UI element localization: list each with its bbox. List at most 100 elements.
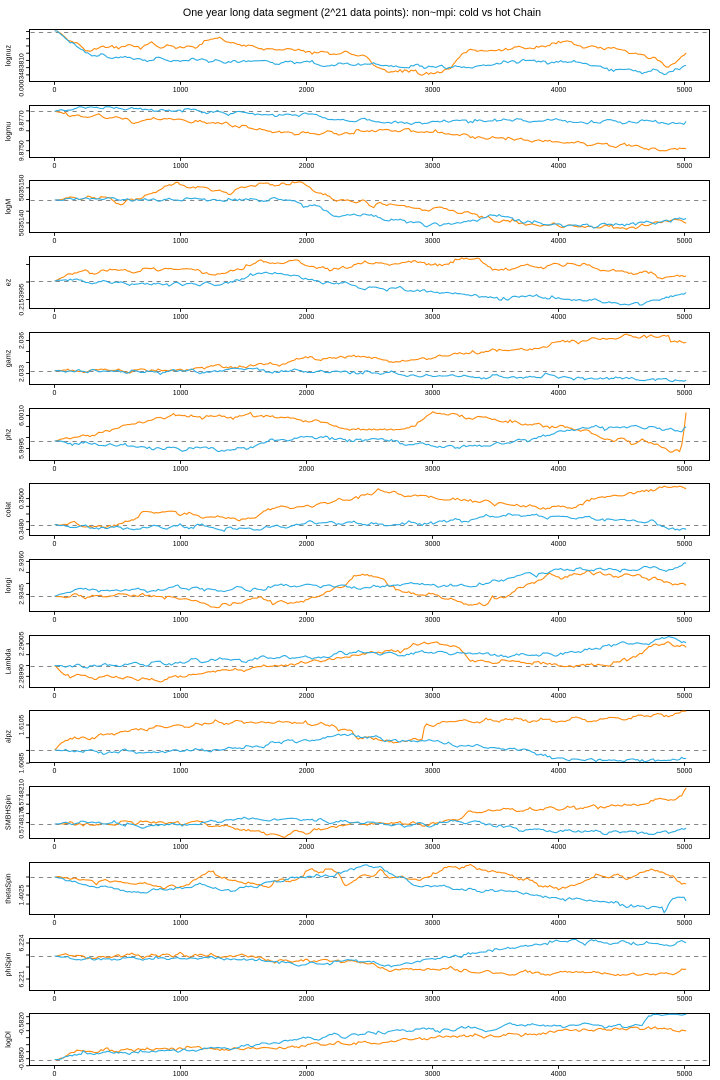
svg-text:3000: 3000: [425, 390, 441, 397]
svg-text:2000: 2000: [299, 768, 315, 775]
svg-text:3000: 3000: [425, 844, 441, 851]
svg-text:logM: logM: [4, 199, 13, 215]
svg-text:2000: 2000: [299, 163, 315, 170]
svg-text:0: 0: [53, 541, 57, 548]
svg-text:0: 0: [53, 920, 57, 927]
svg-text:1.4025: 1.4025: [19, 884, 26, 905]
svg-text:0.2153995: 0.2153995: [19, 283, 26, 315]
svg-text:ez: ez: [4, 278, 13, 286]
svg-text:1000: 1000: [173, 314, 189, 321]
svg-text:0.3480: 0.3480: [19, 519, 26, 540]
svg-text:5000: 5000: [677, 844, 693, 851]
svg-text:1.6085: 1.6085: [19, 752, 26, 773]
svg-text:0: 0: [53, 693, 57, 700]
svg-text:4000: 4000: [551, 390, 567, 397]
svg-text:5000: 5000: [677, 693, 693, 700]
svg-text:0.3500: 0.3500: [19, 488, 26, 509]
svg-text:3000: 3000: [425, 314, 441, 321]
svg-text:0.0003483810: 0.0003483810: [19, 53, 26, 97]
svg-text:1000: 1000: [173, 920, 189, 927]
svg-text:9.8750: 9.8750: [19, 140, 26, 161]
svg-text:2.29005: 2.29005: [19, 631, 26, 656]
svg-text:3000: 3000: [425, 238, 441, 245]
svg-text:1000: 1000: [173, 617, 189, 624]
svg-text:2000: 2000: [299, 693, 315, 700]
svg-text:2.9360: 2.9360: [19, 551, 26, 572]
svg-text:2.9345: 2.9345: [19, 584, 26, 605]
svg-text:5000: 5000: [677, 163, 693, 170]
svg-text:Lambda: Lambda: [4, 649, 13, 675]
svg-text:5000: 5000: [677, 541, 693, 548]
svg-text:2.033: 2.033: [19, 365, 26, 382]
svg-text:4000: 4000: [551, 87, 567, 94]
svg-text:1000: 1000: [173, 390, 189, 397]
svg-text:1000: 1000: [173, 693, 189, 700]
svg-text:2000: 2000: [299, 238, 315, 245]
svg-text:2000: 2000: [299, 617, 315, 624]
svg-text:5000: 5000: [677, 617, 693, 624]
svg-text:3000: 3000: [425, 693, 441, 700]
svg-text:2000: 2000: [299, 314, 315, 321]
svg-text:1000: 1000: [173, 1071, 189, 1078]
svg-text:5035150: 5035150: [19, 174, 26, 201]
svg-text:0: 0: [53, 768, 57, 775]
svg-text:2000: 2000: [299, 466, 315, 473]
svg-text:1000: 1000: [173, 996, 189, 1003]
svg-text:gamz: gamz: [4, 349, 13, 367]
svg-text:5000: 5000: [677, 920, 693, 927]
svg-text:3000: 3000: [425, 1071, 441, 1078]
svg-text:6.221: 6.221: [19, 970, 26, 987]
svg-text:longi: longi: [4, 578, 13, 594]
svg-text:5035140: 5035140: [19, 209, 26, 236]
svg-text:lognuz: lognuz: [4, 45, 13, 67]
svg-text:1000: 1000: [173, 163, 189, 170]
svg-text:-0.5850: -0.5850: [19, 1047, 26, 1070]
svg-text:phiSpin: phiSpin: [4, 953, 13, 977]
svg-text:0: 0: [53, 314, 57, 321]
svg-text:0: 0: [53, 996, 57, 1003]
svg-text:5000: 5000: [677, 238, 693, 245]
svg-text:3000: 3000: [425, 996, 441, 1003]
svg-text:2000: 2000: [299, 541, 315, 548]
svg-text:phz: phz: [4, 428, 13, 440]
svg-text:4000: 4000: [551, 996, 567, 1003]
svg-text:2000: 2000: [299, 390, 315, 397]
svg-text:0.5748210: 0.5748210: [19, 779, 26, 811]
svg-text:colat: colat: [4, 502, 13, 517]
svg-text:5.9995: 5.9995: [19, 438, 26, 459]
svg-text:logmu: logmu: [4, 122, 13, 142]
svg-text:1.6105: 1.6105: [19, 714, 26, 735]
svg-text:3000: 3000: [425, 466, 441, 473]
svg-text:1000: 1000: [173, 541, 189, 548]
svg-text:4000: 4000: [551, 617, 567, 624]
svg-text:5000: 5000: [677, 466, 693, 473]
svg-text:2.28990: 2.28990: [19, 664, 26, 689]
svg-text:5000: 5000: [677, 314, 693, 321]
svg-text:2000: 2000: [299, 844, 315, 851]
svg-text:3000: 3000: [425, 617, 441, 624]
svg-text:One year long data segment (2^: One year long data segment (2^21 data po…: [183, 7, 541, 19]
svg-text:1000: 1000: [173, 844, 189, 851]
svg-text:2000: 2000: [299, 920, 315, 927]
svg-text:4000: 4000: [551, 693, 567, 700]
svg-text:3000: 3000: [425, 920, 441, 927]
svg-text:2000: 2000: [299, 996, 315, 1003]
svg-text:0: 0: [53, 163, 57, 170]
svg-text:0: 0: [53, 87, 57, 94]
svg-text:0: 0: [53, 390, 57, 397]
svg-text:0: 0: [53, 617, 57, 624]
svg-text:1000: 1000: [173, 768, 189, 775]
svg-text:SMBHSpin: SMBHSpin: [4, 795, 13, 830]
svg-text:4000: 4000: [551, 920, 567, 927]
svg-text:5000: 5000: [677, 87, 693, 94]
svg-text:4000: 4000: [551, 466, 567, 473]
svg-text:4000: 4000: [551, 163, 567, 170]
svg-text:2000: 2000: [299, 87, 315, 94]
svg-text:5000: 5000: [677, 390, 693, 397]
svg-text:logDl: logDl: [4, 1031, 13, 1048]
svg-text:6.0010: 6.0010: [19, 405, 26, 426]
svg-text:2.036: 2.036: [19, 332, 26, 349]
svg-text:4000: 4000: [551, 768, 567, 775]
svg-text:4000: 4000: [551, 541, 567, 548]
svg-text:4000: 4000: [551, 1071, 567, 1078]
